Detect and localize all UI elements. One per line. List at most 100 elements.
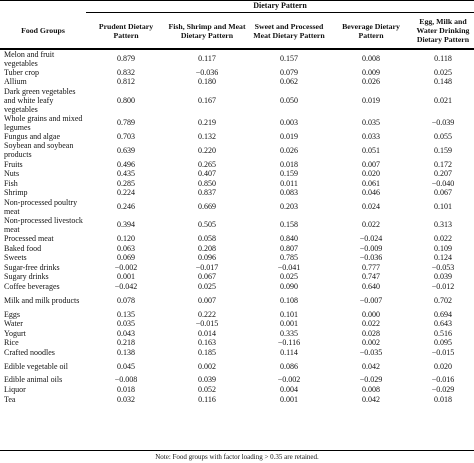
food-group-cell: Soybean and soybean products [4, 141, 74, 160]
loading-cell: 0.218 [117, 338, 135, 348]
loading-cell: 0.011 [280, 178, 298, 188]
loading-cell: 0.026 [280, 145, 298, 155]
table-row: Fruits 0.496 0.265 0.018 0.007 0.172 [0, 159, 474, 169]
loading-cell: 0.167 [198, 95, 216, 105]
loading-cell: 0.159 [280, 169, 298, 179]
food-group-cell: Fish [4, 178, 18, 188]
loading-cell: 0.002 [198, 361, 216, 371]
loading-cell: 0.435 [117, 169, 135, 179]
food-group-cell: Edible animal oils [4, 375, 63, 385]
loading-cell: 0.172 [434, 159, 452, 169]
loading-cell: 0.001 [117, 272, 135, 282]
loading-cell: 0.101 [434, 202, 452, 212]
table-row: Fungus and algae 0.703 0.132 0.019 0.033 0.05… [0, 132, 474, 142]
table-row: Milk and milk products 0.078 0.007 0.108 −0.… [0, 291, 474, 309]
bottom-rule [0, 450, 474, 451]
loading-cell: 0.246 [117, 202, 135, 212]
loading-cell: 0.050 [280, 95, 298, 105]
loading-cell: 0.020 [434, 361, 452, 371]
loading-cell: 0.702 [434, 295, 452, 305]
loading-cell: 0.840 [280, 233, 298, 243]
loading-cell: 0.018 [280, 159, 298, 169]
food-group-cell: Fungus and algae [4, 131, 60, 141]
loading-cell: 0.018 [117, 385, 135, 395]
loading-cell: 0.850 [198, 178, 216, 188]
loading-cell: 0.220 [198, 145, 216, 155]
loading-cell: 0.078 [117, 295, 135, 305]
food-group-cell: Coffee beverages [4, 281, 60, 291]
loading-cell: 0.067 [198, 272, 216, 282]
table-row: Edible animal oils −0.008 0.039 −0.002 −0.02… [0, 375, 474, 385]
loading-cell: 0.061 [362, 178, 380, 188]
loading-cell: 0.022 [362, 319, 380, 329]
table-row: Sugary drinks 0.001 0.067 0.025 0.747 0.039 [0, 272, 474, 282]
table-row: Yogurt 0.043 0.014 0.335 0.028 0.516 [0, 328, 474, 338]
loading-cell: 0.703 [117, 131, 135, 141]
group-header: Dietary Pattern [86, 0, 474, 13]
loading-cell: 0.039 [198, 375, 216, 385]
food-group-cell: Sugar-free drinks [4, 262, 60, 272]
loading-cell: 0.026 [362, 77, 380, 87]
loading-cell: 0.207 [434, 169, 452, 179]
food-group-cell: Yogurt [4, 328, 26, 338]
loading-cell: 0.496 [117, 159, 135, 169]
loading-cell: 0.265 [198, 159, 216, 169]
loading-cell: 0.035 [362, 118, 380, 128]
table-row: Coffee beverages −0.042 0.025 0.090 0.640 −0.… [0, 282, 474, 292]
loading-cell: 0.058 [198, 233, 216, 243]
loading-cell: 0.025 [198, 281, 216, 291]
loading-cell: 0.043 [117, 328, 135, 338]
loading-cell: 0.643 [434, 319, 452, 329]
food-group-cell: Fruits [4, 159, 23, 169]
loading-cell: 0.063 [117, 243, 135, 253]
loading-cell: 0.800 [117, 95, 135, 105]
loading-cell: 0.002 [362, 338, 380, 348]
loading-cell: 0.052 [198, 385, 216, 395]
table-row: Dark green vegetables and white leafy ve… [0, 87, 474, 114]
loading-cell: 0.079 [280, 67, 298, 77]
food-group-cell: Baked food [4, 243, 42, 253]
loading-cell: 0.694 [434, 309, 452, 319]
food-group-cell: Sweets [4, 253, 27, 263]
table-row: Melon and fruit vegetables 0.879 0.117 0.15… [0, 49, 474, 68]
loading-cell: 0.108 [280, 295, 298, 305]
loading-cell: 0.789 [117, 118, 135, 128]
table-row: Non-processed poultry meat 0.246 0.669 0.20… [0, 198, 474, 216]
loading-cell: 0.180 [198, 77, 216, 87]
loading-cell: 0.158 [280, 220, 298, 230]
loading-cell: −0.024 [359, 233, 383, 243]
loading-cell: 0.837 [198, 188, 216, 198]
food-group-cell: Edible vegetable oil [4, 361, 68, 371]
table-row: Tea 0.032 0.116 0.001 0.042 0.018 [0, 394, 474, 404]
loading-cell: 0.394 [117, 220, 135, 230]
loading-cell: 0.083 [280, 188, 298, 198]
table-row: Tuber crop 0.832 −0.036 0.079 0.009 0.025 [0, 68, 474, 78]
food-group-cell: Nuts [4, 169, 20, 179]
loading-cell: 0.114 [280, 347, 298, 357]
table-row: Eggs 0.135 0.222 0.101 0.000 0.694 [0, 309, 474, 319]
loading-cell: 0.004 [280, 385, 298, 395]
loading-cell: 0.001 [280, 319, 298, 329]
loading-cell: 0.138 [117, 347, 135, 357]
loading-cell: 0.116 [198, 394, 216, 404]
loading-cell: −0.036 [195, 67, 219, 77]
loading-cell: −0.002 [114, 262, 138, 272]
loading-cell: 0.062 [280, 77, 298, 87]
food-group-cell: Non-processed livestock meat [4, 215, 83, 234]
table-row: Nuts 0.435 0.407 0.159 0.020 0.207 [0, 169, 474, 179]
loading-cell: 0.086 [280, 361, 298, 371]
loading-cell: 0.025 [280, 272, 298, 282]
loading-cell: 0.022 [362, 220, 380, 230]
loading-cell: −0.036 [359, 253, 383, 263]
food-group-cell: Shrimp [4, 188, 28, 198]
loading-cell: 0.019 [280, 131, 298, 141]
loading-cell: 0.032 [117, 394, 135, 404]
table-row: Processed meat 0.120 0.058 0.840 −0.024 0.022 [0, 234, 474, 244]
column-header-prudent: Prudent Dietary Pattern [98, 21, 154, 40]
loading-cell: −0.029 [359, 375, 383, 385]
loading-cell: 0.203 [280, 202, 298, 212]
loading-cell: 0.001 [280, 394, 298, 404]
loading-cell: −0.035 [359, 347, 383, 357]
loading-cell: 0.124 [434, 253, 452, 263]
food-group-cell: Melon and fruit vegetables [4, 49, 55, 68]
